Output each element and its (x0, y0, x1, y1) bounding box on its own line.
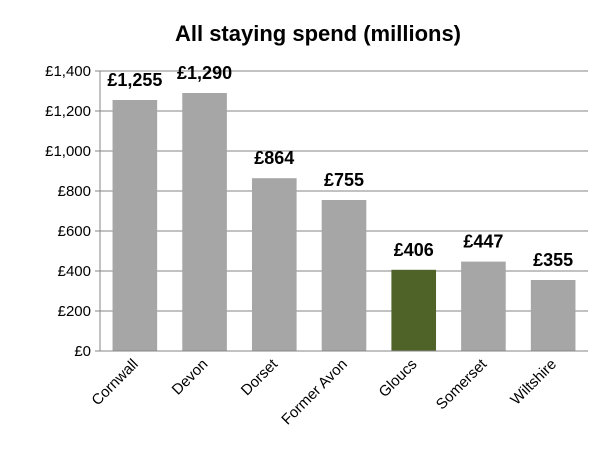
y-tick-label: £1,200 (45, 103, 91, 120)
x-category-label: Somerset (433, 355, 491, 413)
y-tick-label: £400 (58, 263, 91, 280)
y-tick-label: £0 (74, 343, 91, 360)
data-label: £1,255 (107, 70, 162, 90)
y-tick-label: £200 (58, 303, 91, 320)
data-label: £355 (533, 250, 573, 270)
bar-dorset (251, 178, 297, 351)
bar-wiltshire (530, 280, 576, 351)
data-label: £447 (463, 232, 503, 252)
bar-somerset (461, 261, 506, 351)
bar-former-avon (321, 200, 367, 351)
x-category-label: Former Avon (278, 356, 351, 429)
y-tick-label: £600 (58, 223, 91, 240)
x-category-label: Wiltshire (507, 356, 560, 409)
bar-devon (182, 93, 227, 351)
data-label: £864 (254, 148, 294, 168)
data-label: £755 (324, 170, 364, 190)
axes (95, 70, 588, 352)
y-tick-label: £800 (58, 183, 91, 200)
x-category-label: Cornwall (88, 356, 141, 409)
y-tick-label: £1,400 (45, 63, 91, 80)
x-category-label: Dorset (238, 355, 282, 399)
bar-cornwall (112, 100, 158, 351)
chart-title: All staying spend (millions) (175, 21, 461, 46)
data-label: £1,290 (177, 63, 232, 83)
data-label: £406 (394, 240, 434, 260)
bar-gloucs (391, 269, 437, 351)
x-category-label: Devon (169, 356, 212, 399)
bars (112, 93, 576, 351)
x-category-label: Gloucs (376, 356, 421, 401)
y-tick-label: £1,000 (45, 143, 91, 160)
